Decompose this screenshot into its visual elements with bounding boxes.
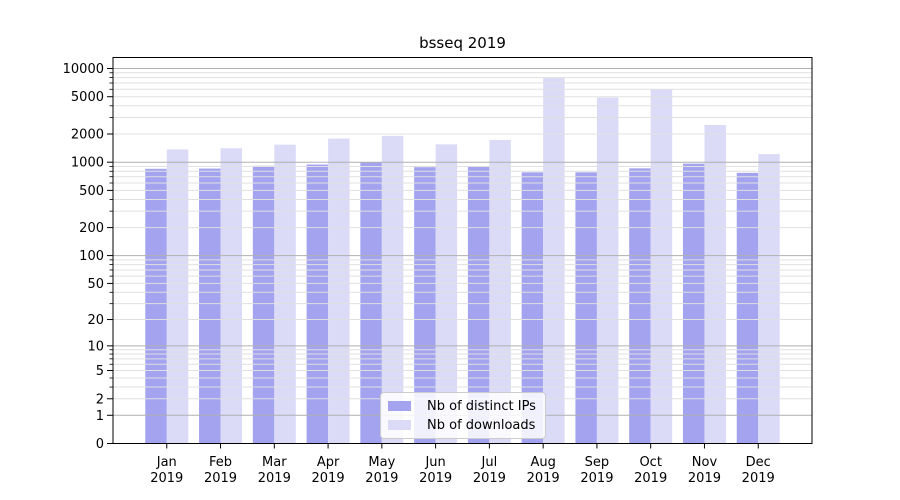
y-tick-label-1: 1: [96, 409, 104, 424]
bar-distinct-ips-oct: [629, 168, 651, 444]
legend-label-downloads: Nb of downloads: [427, 417, 536, 433]
legend-swatch-downloads: [388, 420, 411, 430]
chart-title: bsseq 2019: [419, 34, 506, 52]
bar-distinct-ips-may: [360, 162, 382, 444]
bar-distinct-ips-aug: [521, 172, 544, 444]
bar-distinct-ips-jan: [145, 168, 167, 444]
y-tick-label-2: 2: [96, 392, 104, 407]
legend-item-downloads: Nb of downloads: [388, 416, 538, 434]
bar-distinct-ips-mar: [252, 165, 275, 444]
legend-label-distinct-ips: Nb of distinct IPs: [427, 398, 536, 414]
x-tick-label-apr: Apr 2019: [312, 455, 345, 486]
y-tick-label-2000: 2000: [71, 128, 104, 143]
x-tick-label-jun: Jun 2019: [419, 455, 452, 486]
x-tick-label-may: May 2019: [365, 455, 398, 486]
bar-downloads-jul: [489, 139, 511, 444]
x-tick-label-dec: Dec 2019: [742, 455, 775, 486]
y-tick-label-500: 500: [79, 184, 104, 199]
x-tick-label-oct: Oct 2019: [634, 455, 667, 486]
bar-distinct-ips-jul: [467, 166, 490, 444]
x-tick-label-mar: Mar 2019: [258, 455, 291, 486]
y-tick-label-0: 0: [96, 437, 104, 452]
y-tick-label-50: 50: [87, 277, 104, 292]
bar-downloads-may: [381, 135, 404, 444]
bar-downloads-jun: [435, 144, 458, 444]
bar-distinct-ips-sep: [575, 172, 597, 444]
bar-downloads-oct: [650, 89, 673, 444]
bar-downloads-aug: [543, 77, 565, 444]
bar-downloads-jan: [166, 149, 189, 444]
y-tick-label-10000: 10000: [63, 62, 104, 77]
x-tick-label-jul: Jul 2019: [473, 455, 506, 486]
bar-downloads-dec: [758, 154, 780, 444]
legend-swatch-distinct-ips: [388, 401, 411, 411]
y-tick-label-10: 10: [87, 339, 104, 354]
bar-downloads-nov: [704, 124, 726, 444]
x-tick-label-feb: Feb 2019: [204, 455, 237, 486]
bar-downloads-mar: [274, 144, 296, 444]
legend-item-distinct-ips: Nb of distinct IPs: [388, 397, 538, 415]
y-tick-label-100: 100: [79, 249, 104, 264]
x-tick-label-aug: Aug 2019: [527, 455, 560, 486]
y-tick-label-1000: 1000: [71, 156, 104, 171]
plot-frame: [112, 57, 813, 444]
x-tick-label-nov: Nov 2019: [688, 455, 721, 486]
y-tick-label-5000: 5000: [71, 90, 104, 105]
x-tick-label-sep: Sep 2019: [580, 455, 613, 486]
y-tick-label-5: 5: [96, 364, 104, 379]
bar-downloads-feb: [220, 148, 243, 444]
bar-downloads-sep: [596, 97, 619, 444]
x-tick-label-jan: Jan 2019: [150, 455, 183, 486]
bar-distinct-ips-dec: [736, 172, 759, 444]
bar-distinct-ips-feb: [199, 168, 221, 444]
y-tick-label-20: 20: [87, 313, 104, 328]
y-tick-label-200: 200: [79, 221, 104, 236]
bar-distinct-ips-jun: [414, 167, 436, 444]
bar-downloads-apr: [328, 138, 350, 444]
legend: Nb of distinct IPs Nb of downloads: [380, 392, 546, 439]
